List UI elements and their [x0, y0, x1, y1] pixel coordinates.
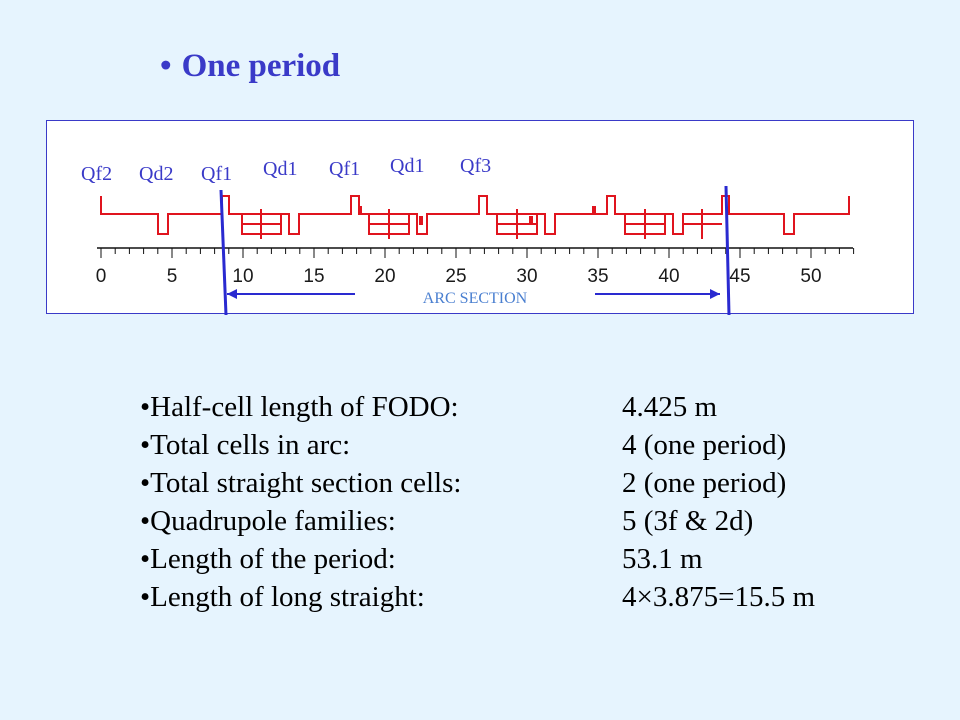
- quad-label: Qf2: [81, 163, 112, 185]
- param-value: 2 (one period): [622, 467, 787, 499]
- axis-ticks: [100, 248, 855, 258]
- param-row: •Total straight section cells: 2 (one per…: [140, 464, 815, 502]
- param-value: 4×3.875=15.5 m: [622, 581, 816, 613]
- title-text: One period: [181, 48, 341, 84]
- tick-label: 0: [96, 266, 107, 287]
- quad-label: Qd2: [139, 163, 173, 185]
- param-row: •Total cells in arc: 4 (one period): [140, 426, 815, 464]
- slide-title: • One period: [160, 48, 340, 85]
- param-row: •Length of the period: 53.1 m: [140, 540, 815, 578]
- lattice-diagram: Qf2 Qd2 Qf1 Qd1 Qf1 Qd1 Qf3 0 5 10 15 20 25 30…: [46, 120, 914, 315]
- param-label: •Length of the period:: [140, 543, 396, 575]
- quad-label: Qf1: [201, 163, 232, 185]
- param-value: 53.1 m: [622, 543, 703, 575]
- title-bullet: •: [160, 48, 172, 84]
- axis-tick-labels: 0 5 10 15 20 25 30 35 40 45 50: [96, 266, 822, 287]
- param-label: •Half-cell length of FODO:: [140, 391, 459, 423]
- arc-end-marker: [724, 185, 731, 315]
- param-label: •Total cells in arc:: [140, 429, 351, 461]
- param-label: •Quadrupole families:: [140, 505, 396, 537]
- arc-section-label: ARC SECTION: [423, 290, 528, 307]
- tick-label: 45: [729, 266, 750, 287]
- tick-label: 10: [232, 266, 253, 287]
- lattice-svg: Qf2 Qd2 Qf1 Qd1 Qf1 Qd1 Qf3 0 5 10 15 20 25 30…: [81, 155, 855, 315]
- tick-label: 5: [167, 266, 178, 287]
- arc-start-marker: [219, 189, 228, 315]
- param-row: •Quadrupole families: 5 (3f & 2d): [140, 502, 815, 540]
- quad-label: Qf3: [460, 155, 491, 177]
- arc-arrowhead-left: [227, 289, 237, 299]
- param-row: •Half-cell length of FODO: 4.425 m: [140, 388, 815, 426]
- tick-label: 20: [374, 266, 395, 287]
- tick-label: 35: [587, 266, 608, 287]
- param-row: •Length of long straight: 4×3.875=15.5 m: [140, 578, 815, 616]
- tick-label: 30: [516, 266, 537, 287]
- parameter-list: •Half-cell length of FODO: 4.425 m •Total…: [140, 388, 815, 616]
- param-label: •Total straight section cells:: [140, 467, 462, 499]
- sextupoles: [358, 206, 596, 225]
- quad-label: Qd1: [390, 155, 424, 177]
- tick-label: 15: [303, 266, 324, 287]
- param-value: 4.425 m: [622, 391, 718, 423]
- param-label: •Length of long straight:: [140, 581, 425, 613]
- param-value: 5 (3f & 2d): [622, 505, 754, 537]
- quad-label: Qf1: [329, 158, 360, 180]
- tick-label: 40: [658, 266, 679, 287]
- tick-label: 50: [800, 266, 821, 287]
- lattice-trace: [100, 195, 850, 239]
- tick-label: 25: [445, 266, 466, 287]
- quad-label: Qd1: [263, 158, 297, 180]
- arc-arrowhead-right: [710, 289, 720, 299]
- param-value: 4 (one period): [622, 429, 787, 461]
